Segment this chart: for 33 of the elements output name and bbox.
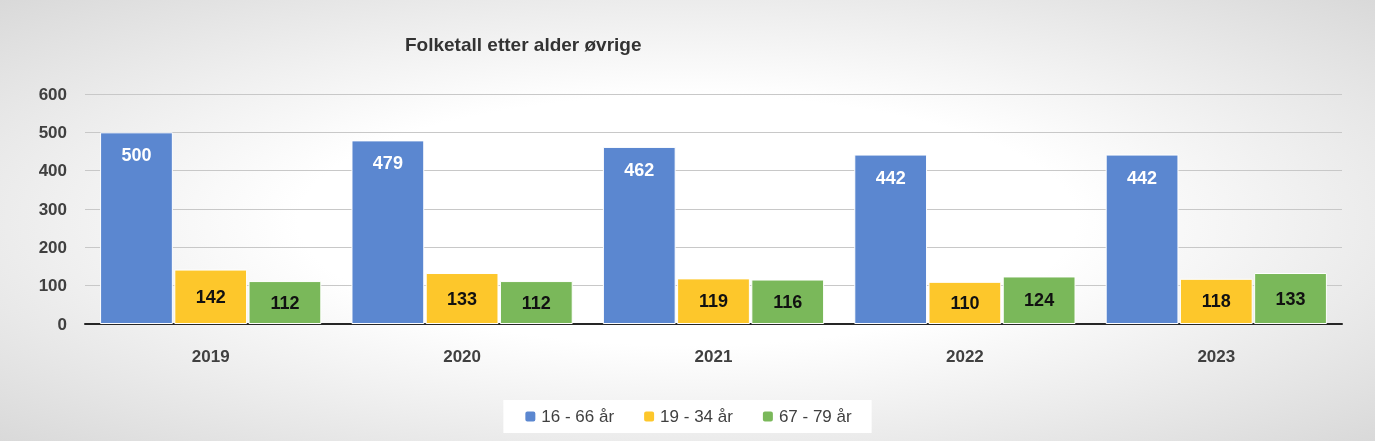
data-label: 112 <box>521 292 551 313</box>
data-label: 442 <box>1127 167 1158 188</box>
y-tick-label: 600 <box>38 84 67 104</box>
y-tick-label: 400 <box>38 161 67 181</box>
data-label: 124 <box>1024 290 1055 311</box>
data-label: 119 <box>698 291 729 312</box>
x-tick-label: 2023 <box>1197 347 1236 366</box>
data-label: 479 <box>372 153 403 174</box>
bar <box>1002 276 1076 324</box>
legend-label: 19 - 34 år <box>660 407 734 426</box>
data-label: 116 <box>773 291 803 312</box>
data-label: 442 <box>875 167 906 188</box>
data-label: 110 <box>950 292 980 313</box>
y-tick-label: 500 <box>38 122 67 142</box>
y-tick-label: 100 <box>38 276 67 296</box>
data-label: 112 <box>270 292 300 313</box>
data-label: 133 <box>447 288 478 309</box>
y-tick-label: 200 <box>38 237 67 257</box>
legend-label: 67 - 79 år <box>778 407 852 426</box>
data-label: 500 <box>121 145 152 166</box>
data-label: 118 <box>1201 291 1231 312</box>
x-tick-label: 2021 <box>694 347 733 366</box>
x-tick-label: 2019 <box>191 347 230 366</box>
data-label: 462 <box>624 159 655 180</box>
y-tick-label: 300 <box>38 199 67 219</box>
data-label: 142 <box>195 286 226 307</box>
x-tick-label: 2020 <box>443 347 482 366</box>
legend-label: 16 - 66 år <box>541 407 615 426</box>
bar <box>351 140 425 324</box>
x-tick-label: 2022 <box>945 347 984 366</box>
chart-title: Folketall etter alder øvrige <box>405 34 642 55</box>
data-label: 133 <box>1275 288 1306 309</box>
y-tick-label: 0 <box>57 314 67 334</box>
